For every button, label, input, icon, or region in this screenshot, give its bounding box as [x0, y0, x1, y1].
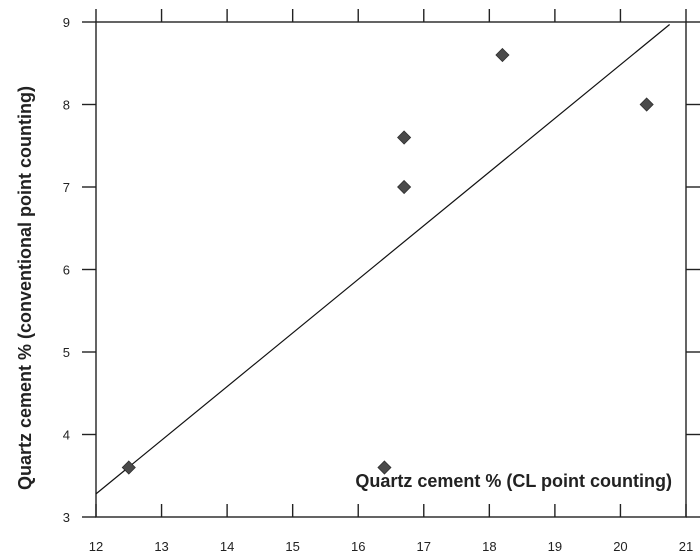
x-axis-label: Quartz cement % (CL point counting)	[355, 471, 672, 491]
x-tick-label: 16	[351, 539, 365, 554]
y-tick-label: 9	[63, 15, 70, 30]
y-tick-label: 5	[63, 345, 70, 360]
data-point-5	[495, 47, 510, 63]
x-tick-label: 14	[220, 539, 234, 554]
x-tick-label: 17	[417, 539, 431, 554]
y-axis-label: Quartz cement % (conventional point coun…	[15, 86, 35, 490]
y-tick-label: 3	[63, 510, 70, 525]
x-tick-label: 12	[89, 539, 103, 554]
y-tick-label: 8	[63, 98, 70, 113]
data-point-6	[639, 97, 654, 112]
y-tick-label: 6	[63, 263, 70, 278]
data-point-3	[397, 179, 412, 195]
x-tick-label: 20	[613, 539, 627, 554]
data-point-1	[121, 460, 136, 475]
data-point-4	[397, 130, 412, 145]
y-tick-label: 4	[63, 428, 70, 443]
x-tick-label: 15	[285, 539, 299, 554]
trend-line	[95, 24, 670, 495]
x-axis-tick-labels: 12 13 14 15 16 17 18 19 20 21	[89, 539, 693, 554]
x-axis-ticks	[95, 9, 687, 517]
data-points	[121, 47, 654, 475]
x-tick-label: 21	[679, 539, 693, 554]
plot-frame	[95, 21, 687, 518]
y-tick-label: 7	[63, 180, 70, 195]
y-axis-tick-labels: 3 4 5 6 7 8 9	[63, 15, 70, 525]
y-axis-ticks	[82, 21, 700, 518]
x-tick-label: 19	[548, 539, 562, 554]
data-point-2	[377, 460, 392, 475]
x-tick-label: 13	[154, 539, 168, 554]
x-tick-label: 18	[482, 539, 496, 554]
